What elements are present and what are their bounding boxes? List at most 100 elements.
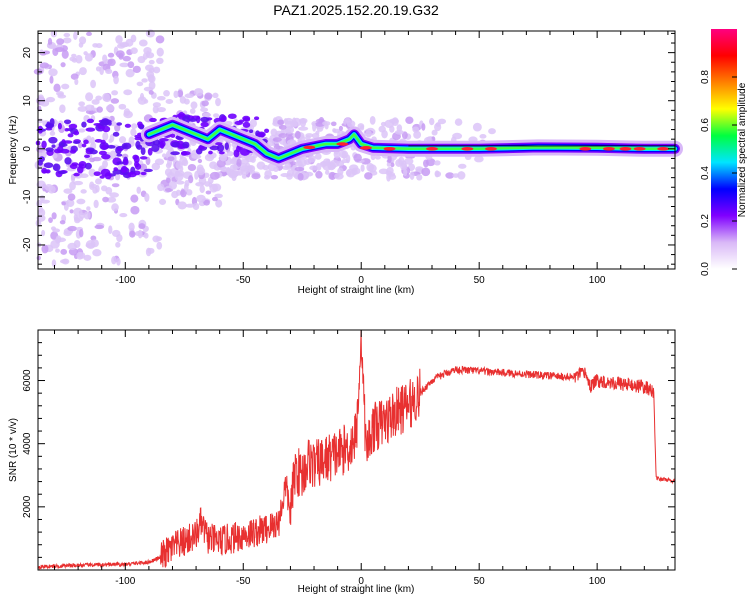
spectrogram-speckle xyxy=(123,89,133,96)
spectrogram-speckle xyxy=(353,153,362,162)
spectrogram-speckle xyxy=(55,248,60,253)
spectrogram-core-blob xyxy=(93,171,101,177)
spectrogram-speckle xyxy=(78,128,86,133)
spectrogram-speckle xyxy=(200,107,209,112)
spectrogram-speckle xyxy=(79,67,87,76)
spectrogram-speckle xyxy=(63,230,72,237)
spectrogram-speckle xyxy=(45,96,56,103)
spectrogram-speckle xyxy=(416,174,423,181)
spectrogram-speckle xyxy=(156,106,167,113)
y-tick-label: -10 xyxy=(22,189,33,204)
spectrogram-core-blob xyxy=(84,154,91,159)
spectrogram-speckle xyxy=(246,165,256,172)
spectrogram-core-blob xyxy=(200,116,210,123)
spectrogram-speckle xyxy=(216,159,226,168)
y-tick-label: 0 xyxy=(22,146,33,152)
spectrogram-speckle xyxy=(152,105,159,114)
ridge-hotspot xyxy=(619,146,632,151)
spectrogram-speckle xyxy=(226,151,234,157)
spectrogram-speckle xyxy=(454,118,463,126)
spectrogram-speckle xyxy=(119,212,128,218)
spectrogram-speckle xyxy=(116,257,121,266)
spectrogram-core-blob xyxy=(57,145,64,154)
spectrogram-speckle xyxy=(188,175,194,184)
spectrogram-speckle xyxy=(85,92,94,102)
spectrogram-core-blob xyxy=(99,175,105,179)
spectrogram-speckle xyxy=(78,101,85,107)
spectrogram-core-blob xyxy=(123,144,128,149)
spectrogram-core-blob xyxy=(84,162,92,170)
spectrogram-speckle xyxy=(304,171,314,177)
spectrogram-core-blob xyxy=(264,128,270,134)
spectrogram-speckle xyxy=(240,168,250,176)
spectrogram-core-blob xyxy=(137,121,143,127)
spectrogram-speckle xyxy=(159,198,167,206)
spectrogram-speckle xyxy=(314,153,322,160)
spectrogram-core-blob xyxy=(116,161,124,165)
spectrogram-speckle xyxy=(488,128,496,135)
spectrogram-core-blob xyxy=(227,113,237,119)
spectrogram-speckle xyxy=(129,230,136,238)
spectrogram-core-blob xyxy=(140,171,147,176)
spectrogram-speckle xyxy=(39,195,46,201)
spectrogram-speckle xyxy=(90,79,97,89)
x-tick-label: 50 xyxy=(474,576,486,587)
spectrogram-speckle xyxy=(152,235,161,243)
spectrogram-core-blob xyxy=(139,156,148,160)
spectrogram-core-blob xyxy=(124,123,132,128)
spectrogram-speckle xyxy=(204,92,213,100)
x-tick-label: 50 xyxy=(474,275,486,286)
spectrogram-speckle xyxy=(457,171,466,180)
spectrogram-speckle xyxy=(212,183,222,192)
spectrogram-core-blob xyxy=(45,123,53,129)
spectrogram-speckle xyxy=(86,206,91,211)
spectrogram-speckle xyxy=(283,118,288,125)
spectrogram-speckle xyxy=(109,192,120,198)
spectrogram-speckle xyxy=(96,106,103,113)
spectrogram-core-blob xyxy=(140,147,146,155)
x-tick-label: 100 xyxy=(589,576,606,587)
spectrogram-y-label: Frequency (Hz) xyxy=(8,116,19,185)
spectrogram-speckle xyxy=(294,130,301,139)
spectrogram-speckle xyxy=(161,153,167,158)
spectrogram-speckle xyxy=(59,104,66,113)
spectrogram-speckle xyxy=(184,93,194,99)
spectrogram-speckle xyxy=(144,193,150,202)
spectrogram-speckle xyxy=(101,185,108,192)
ridge-hotspot xyxy=(383,146,396,151)
spectrogram-speckle xyxy=(127,61,135,69)
x-tick-label: 100 xyxy=(589,275,606,286)
spectrogram-speckle xyxy=(378,125,386,133)
spectrogram-speckle xyxy=(74,217,81,224)
spectrogram-speckle xyxy=(102,92,111,102)
spectrogram-speckle xyxy=(264,170,272,179)
spectrogram-speckle xyxy=(173,90,179,99)
spectrogram-speckle xyxy=(298,126,309,131)
spectrogram-core-blob xyxy=(182,141,190,149)
spectrogram-speckle xyxy=(70,73,79,80)
spectrogram-core-blob xyxy=(195,115,201,124)
spectrogram-speckle xyxy=(284,126,295,134)
spectrogram-core-blob xyxy=(209,145,220,151)
spectrogram-speckle xyxy=(177,201,187,210)
spectrogram-speckle xyxy=(107,58,116,67)
spectrogram-speckle xyxy=(44,183,54,191)
spectrogram-speckle xyxy=(108,138,113,144)
spectrogram-speckle xyxy=(74,78,79,86)
spectrogram-speckle xyxy=(294,166,305,172)
spectrogram-speckle xyxy=(196,194,206,203)
spectrogram-speckle xyxy=(458,163,467,169)
spectrogram-speckle xyxy=(119,62,130,68)
spectrogram-speckle xyxy=(147,247,155,254)
spectrogram-speckle xyxy=(148,67,155,73)
spectrogram-speckle xyxy=(201,100,209,107)
spectrogram-core-blob xyxy=(86,118,95,124)
spectrogram-speckle xyxy=(148,81,156,90)
spectrogram-speckle xyxy=(51,212,57,220)
spectrogram-speckle xyxy=(130,128,137,137)
spectrogram-speckle xyxy=(138,223,146,230)
spectrogram-speckle xyxy=(251,173,261,180)
spectrogram-speckle xyxy=(61,201,66,206)
spectrogram-speckle xyxy=(185,203,196,208)
spectrogram-speckle xyxy=(164,187,173,192)
